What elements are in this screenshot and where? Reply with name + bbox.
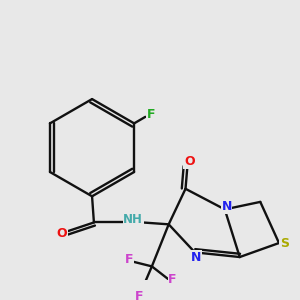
Text: N: N: [221, 200, 232, 213]
Text: O: O: [184, 155, 195, 168]
Text: NH: NH: [123, 213, 143, 226]
Text: O: O: [57, 227, 68, 240]
Text: F: F: [168, 273, 177, 286]
Text: N: N: [190, 250, 201, 263]
Text: F: F: [147, 107, 155, 121]
Text: F: F: [125, 253, 134, 266]
Text: S: S: [280, 236, 289, 250]
Text: F: F: [134, 290, 143, 300]
